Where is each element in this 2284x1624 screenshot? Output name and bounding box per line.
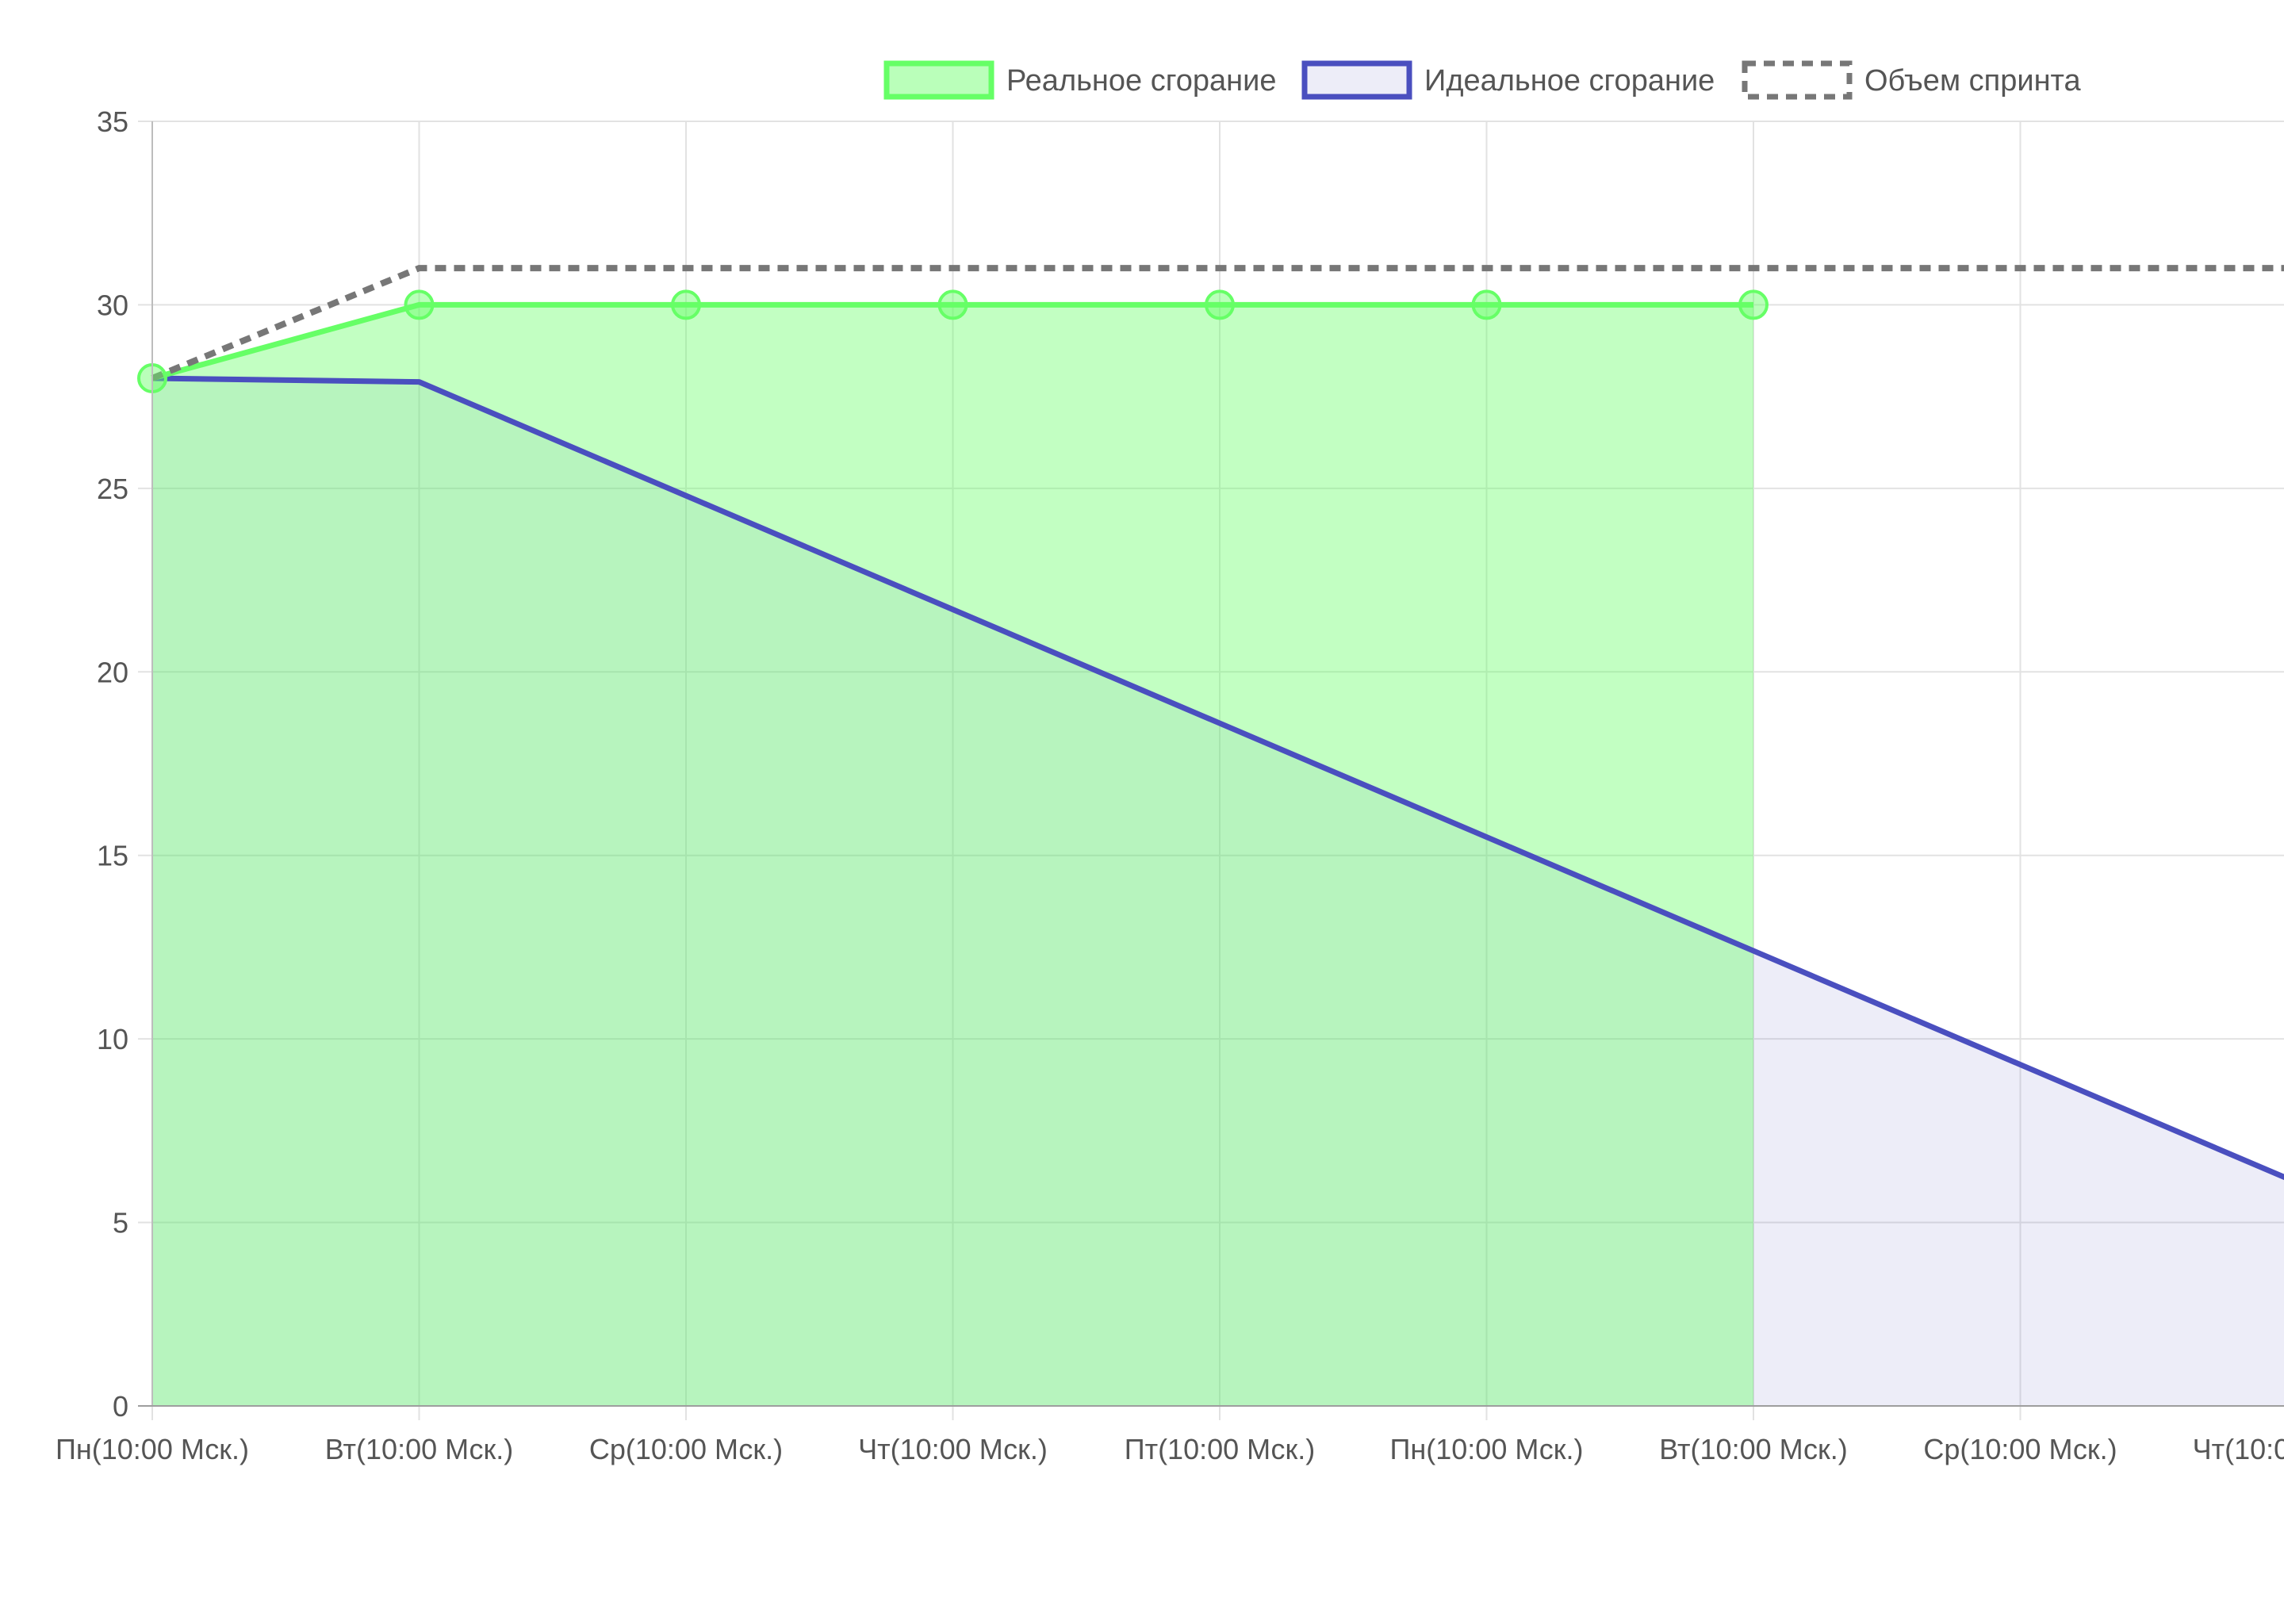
series-lines [151, 265, 2284, 1181]
legend-item-sprint-scope[interactable]: Объем спринта [1742, 60, 2082, 100]
legend-swatch [1301, 60, 1412, 100]
series-points [137, 289, 1769, 393]
y-tick-label: 10 [97, 1023, 128, 1055]
y-tick-label: 5 [113, 1207, 128, 1239]
y-tick-label: 20 [97, 656, 128, 688]
y-tick-label: 15 [97, 840, 128, 872]
legend-label: Идеальное сгорание [1424, 64, 1715, 98]
x-tick-label: Ср(10:00 Мск.) [589, 1433, 783, 1465]
x-tick-label: Пн(10:00 Мск.) [56, 1433, 249, 1465]
real-burn-point[interactable] [1471, 289, 1502, 320]
grid [138, 121, 2284, 1420]
legend-swatch [1742, 60, 1853, 100]
x-tick-label: Чт(10:00 Мск.) [2193, 1433, 2284, 1465]
real-burn-point[interactable] [1738, 289, 1769, 320]
x-tick-label: Чт(10:00 Мск.) [858, 1433, 1048, 1465]
series-areas [152, 304, 2284, 1406]
x-axis-ticks: Пн(10:00 Мск.) Вт(10:00 Мск.) Ср(10:00 Мск… [56, 1433, 2284, 1465]
sprint-scope-line [151, 265, 2284, 381]
y-axis-ticks: 0 5 10 15 20 25 30 35 [97, 105, 128, 1423]
real-burn-point[interactable] [404, 289, 435, 320]
legend[interactable]: Реальное сгорание Идеальное сгорание Объем… [883, 60, 2082, 100]
legend-label: Объем спринта [1864, 64, 2082, 98]
y-tick-label: 0 [113, 1390, 128, 1423]
x-tick-label: Вт(10:00 Мск.) [1659, 1433, 1848, 1465]
x-tick-label: Пн(10:00 Мск.) [1390, 1433, 1584, 1465]
x-tick-label: Пт(10:00 Мск.) [1125, 1433, 1316, 1465]
real-burn-point[interactable] [1205, 289, 1235, 320]
y-tick-label: 30 [97, 289, 128, 321]
axes [138, 121, 2284, 1407]
legend-swatch [883, 60, 994, 100]
legend-label: Реальное сгорание [1006, 64, 1277, 98]
x-tick-label: Ср(10:00 Мск.) [1923, 1433, 2117, 1465]
ideal-burn-line [151, 375, 2284, 1181]
real-burn-line [151, 301, 1753, 381]
real-burn-area [152, 304, 1753, 1406]
y-tick-label: 35 [97, 105, 128, 138]
real-burn-point[interactable] [937, 289, 968, 320]
ideal-burn-area [152, 378, 2284, 1406]
y-tick-label: 25 [97, 473, 128, 505]
x-tick-label: Вт(10:00 Мск.) [325, 1433, 514, 1465]
legend-item-real-burn[interactable]: Реальное сгорание [883, 60, 1277, 100]
legend-item-ideal-burn[interactable]: Идеальное сгорание [1301, 60, 1715, 100]
real-burn-point[interactable] [671, 289, 701, 320]
